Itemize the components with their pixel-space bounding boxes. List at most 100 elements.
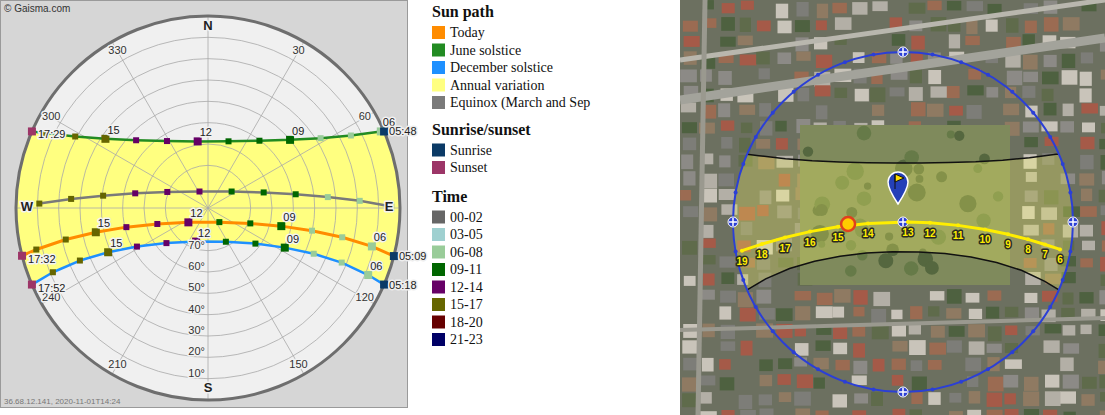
roof	[1063, 375, 1079, 389]
ground	[680, 0, 1105, 415]
legend-swatch	[432, 144, 445, 157]
roof	[1101, 123, 1105, 133]
roof	[927, 1, 941, 11]
roof	[759, 68, 770, 79]
horizon-dot	[959, 380, 963, 384]
crosshair	[898, 47, 908, 57]
hour-marker	[286, 136, 294, 144]
tree	[803, 146, 813, 156]
roof	[946, 308, 961, 319]
sun-path-line	[39, 192, 391, 207]
roof	[795, 409, 810, 415]
roof	[892, 341, 907, 352]
roof	[1080, 88, 1092, 102]
roof	[1082, 377, 1097, 389]
hour-marker	[164, 189, 170, 195]
map-hour-dot	[956, 223, 960, 227]
roof	[776, 4, 788, 19]
hour-marker	[309, 228, 315, 234]
legend-swatch	[432, 161, 445, 174]
roof	[1024, 409, 1039, 415]
roof	[909, 3, 926, 14]
roof	[700, 411, 717, 415]
horizon-dot	[1031, 111, 1035, 115]
hour-label: 09	[287, 233, 299, 245]
altitude-label: 50°	[188, 281, 205, 293]
roof	[795, 20, 810, 32]
roof	[1042, 72, 1059, 85]
hour-marker	[277, 222, 285, 230]
horizon-dot	[1068, 191, 1072, 195]
roof	[779, 392, 791, 402]
legend-swatch	[432, 61, 445, 74]
hour-marker	[368, 242, 376, 250]
sunset-label: 17:29	[38, 128, 66, 140]
roof	[1044, 55, 1057, 67]
hour-marker	[92, 228, 100, 236]
horizon-dot	[1010, 350, 1014, 354]
legend-swatch	[432, 26, 445, 39]
azimuth-label: S	[204, 380, 213, 395]
roof	[928, 392, 940, 405]
roof	[816, 306, 833, 318]
sunrise-label: 05:09	[399, 250, 427, 262]
roof	[872, 325, 889, 339]
roof	[741, 123, 752, 134]
roof	[1063, 343, 1079, 353]
hour-marker	[50, 269, 56, 275]
legend-heading: Time	[432, 188, 467, 205]
tree	[845, 265, 857, 277]
hour-marker	[104, 248, 112, 256]
horizon-dot	[931, 387, 935, 391]
roof	[778, 21, 792, 34]
sunset-marker	[28, 281, 36, 289]
roof	[987, 410, 1003, 415]
sunset-label: 17:52	[38, 282, 66, 294]
roof	[1102, 240, 1105, 251]
horizon-dot	[1061, 278, 1065, 282]
roof	[720, 256, 736, 267]
roof	[741, 341, 753, 356]
map-panel: 678910111213141516171819	[680, 0, 1105, 415]
azimuth-label: E	[385, 199, 394, 214]
hour-marker	[325, 194, 331, 200]
roof	[911, 360, 923, 371]
roof	[1080, 206, 1097, 217]
roof	[852, 410, 866, 415]
roof	[684, 36, 700, 47]
roof	[718, 71, 732, 85]
map-hour-dot	[1006, 232, 1010, 236]
roof	[928, 70, 941, 84]
roof	[929, 343, 946, 355]
roof	[718, 103, 730, 117]
legend-entry: 12-14	[450, 280, 483, 295]
horizon-dot	[771, 111, 775, 115]
axis-labels: 10°20°30°40°50°60°70°N3060E120150S210240…	[21, 18, 394, 395]
hour-marker	[252, 241, 258, 247]
hour-marker	[100, 193, 106, 199]
hour-marker	[247, 220, 253, 226]
roof	[833, 394, 848, 407]
roof	[967, 1, 983, 11]
roof	[1060, 121, 1074, 132]
roof	[817, 293, 833, 305]
sunrise-label: 05:48	[389, 125, 417, 137]
horizon-dot	[986, 73, 990, 77]
azimuth-label: W	[21, 199, 34, 214]
map-hour-dot	[1026, 237, 1030, 241]
roof	[816, 411, 829, 415]
road	[680, 0, 1105, 60]
legend-entry: 15-17	[450, 297, 483, 312]
roof	[1100, 411, 1105, 415]
hour-marker	[339, 260, 345, 266]
roof	[778, 374, 791, 385]
azimuth-label: 330	[108, 44, 126, 56]
horizon-dot	[1068, 250, 1072, 254]
map-hour-label: 16	[804, 237, 816, 248]
roof	[988, 291, 1002, 301]
map-hour-label: 6	[1057, 254, 1063, 265]
roof	[681, 155, 693, 170]
roof	[722, 410, 735, 415]
roof	[680, 190, 691, 201]
roof	[832, 3, 847, 14]
